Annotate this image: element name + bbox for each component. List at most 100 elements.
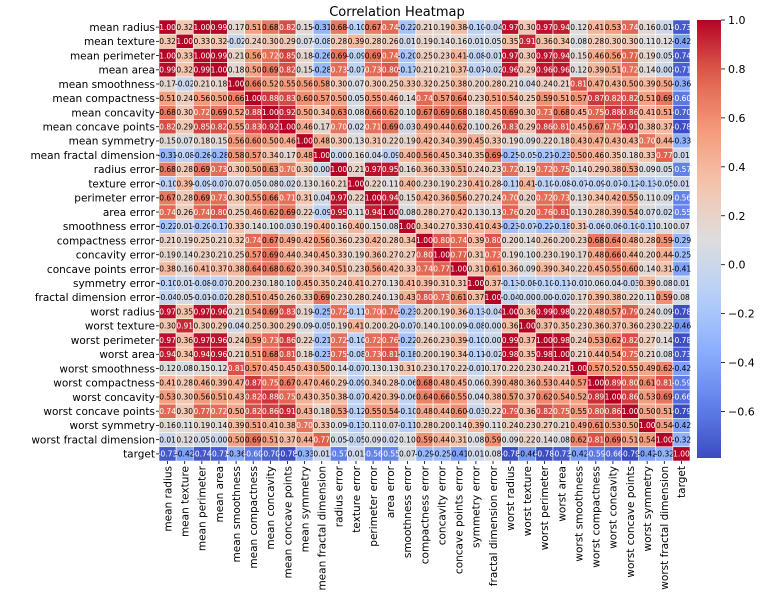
cell-value-label: 0.54 bbox=[605, 350, 622, 359]
cell-value-label: 0.05 bbox=[245, 179, 262, 188]
cell-value-label: -0.13 bbox=[346, 421, 366, 430]
cell-value-label: 0.50 bbox=[639, 407, 656, 416]
cell-value-label: 0.15 bbox=[296, 65, 313, 74]
cell-value-label: 0.24 bbox=[468, 165, 485, 174]
cell-value-label: 0.01 bbox=[468, 37, 485, 46]
cell-value-label: 0.19 bbox=[519, 165, 536, 174]
cell-value-label: 0.23 bbox=[330, 293, 347, 302]
cell-value-label: -0.05 bbox=[312, 322, 332, 331]
cell-value-label: 0.39 bbox=[468, 421, 485, 430]
cell-value-label: -0.02 bbox=[226, 37, 246, 46]
cell-value-label: 0.39 bbox=[605, 208, 622, 217]
cell-value-label: 0.04 bbox=[313, 194, 330, 203]
cell-value-label: 0.99 bbox=[211, 51, 228, 60]
cell-value-label: 0.43 bbox=[570, 137, 587, 146]
cell-value-label: 0.55 bbox=[605, 265, 622, 274]
cell-value-label: 0.44 bbox=[622, 250, 639, 259]
cell-value-label: 0.30 bbox=[365, 80, 382, 89]
x-tick-label: mean texture bbox=[179, 466, 191, 537]
cell-value-label: 0.82 bbox=[159, 122, 176, 131]
cell-value-label: 0.49 bbox=[639, 364, 656, 373]
cell-value-label: -0.26 bbox=[192, 151, 212, 160]
x-tick-label: mean radius bbox=[162, 466, 174, 532]
y-tick-label: mean texture bbox=[84, 36, 155, 48]
cell-value-label: 0.39 bbox=[587, 293, 604, 302]
cell-value-label: -0.18 bbox=[398, 350, 418, 359]
y-axis-labels: mean radius mean texture mean perimeter mea… bbox=[30, 22, 159, 461]
cell-value-label: 0.20 bbox=[382, 322, 399, 331]
cell-value-label: 0.55 bbox=[365, 94, 382, 103]
cell-value-label: 0.30 bbox=[228, 194, 245, 203]
cell-value-label: -0.32 bbox=[655, 450, 675, 459]
y-tick-label: texture error bbox=[88, 178, 155, 190]
x-tick-label: mean symmetry bbox=[299, 466, 311, 552]
cell-value-label: 0.77 bbox=[450, 250, 467, 259]
x-tick-label: worst area bbox=[556, 466, 568, 522]
cell-value-label: 0.54 bbox=[656, 421, 673, 430]
cell-value-label: -0.13 bbox=[637, 179, 657, 188]
y-tick-label: concavity error bbox=[76, 250, 156, 262]
cell-value-label: 0.94 bbox=[382, 194, 399, 203]
cell-value-label: 0.24 bbox=[245, 37, 262, 46]
cell-value-label: 0.69 bbox=[656, 94, 673, 103]
cell-value-label: 0.14 bbox=[245, 222, 262, 231]
cell-value-label: -0.10 bbox=[466, 23, 486, 32]
cell-value-label: -0.09 bbox=[346, 378, 366, 387]
y-tick-label: mean perimeter bbox=[70, 50, 156, 62]
cell-value-label: 0.08 bbox=[262, 179, 279, 188]
cell-value-label: 0.01 bbox=[468, 450, 485, 459]
cell-value-label: 0.05 bbox=[656, 165, 673, 174]
cell-value-label: -0.32 bbox=[672, 435, 692, 444]
cell-value-label: 0.98 bbox=[553, 307, 570, 316]
cell-value-label: 0.21 bbox=[570, 350, 587, 359]
cell-value-label: 0.97 bbox=[193, 336, 210, 345]
cell-value-label: 0.00 bbox=[313, 165, 330, 174]
cell-value-label: -0.08 bbox=[552, 179, 572, 188]
y-tick-label: smoothness error bbox=[63, 221, 156, 233]
cell-value-label: 0.55 bbox=[228, 122, 245, 131]
cell-value-label: 0.19 bbox=[433, 23, 450, 32]
cell-value-label: 0.96 bbox=[536, 65, 553, 74]
cell-value-label: 0.14 bbox=[330, 364, 347, 373]
cell-value-label: 0.70 bbox=[296, 421, 313, 430]
cell-value-label: 0.37 bbox=[605, 322, 622, 331]
cell-value-label: 0.55 bbox=[622, 194, 639, 203]
cell-value-label: 0.07 bbox=[296, 37, 313, 46]
cell-value-label: 1.00 bbox=[279, 122, 296, 131]
cell-value-label: 0.45 bbox=[313, 250, 330, 259]
cell-value-label: 0.82 bbox=[245, 393, 262, 402]
colorbar-tick-label: 0.6 bbox=[728, 112, 746, 125]
cell-value-label: 1.00 bbox=[296, 137, 313, 146]
cell-value-label: 0.47 bbox=[587, 137, 604, 146]
x-axis-labels: mean radius mean texture mean perimeter mea… bbox=[162, 461, 688, 591]
cell-value-label: -0.09 bbox=[312, 208, 332, 217]
cell-value-label: -0.13 bbox=[500, 279, 520, 288]
cell-value-label: -0.25 bbox=[432, 450, 452, 459]
cell-value-label: 1.00 bbox=[639, 421, 656, 430]
cell-value-label: 0.24 bbox=[330, 279, 347, 288]
cell-value-label: 0.07 bbox=[382, 421, 399, 430]
cell-value-label: 0.98 bbox=[502, 350, 519, 359]
cell-value-label: 0.57 bbox=[605, 307, 622, 316]
cell-value-label: 0.56 bbox=[450, 194, 467, 203]
cell-value-label: 0.71 bbox=[279, 194, 296, 203]
cell-value-label: 0.23 bbox=[536, 250, 553, 259]
cell-value-label: 0.48 bbox=[313, 137, 330, 146]
cell-value-label: 0.16 bbox=[176, 265, 193, 274]
cell-value-label: -0.09 bbox=[346, 51, 366, 60]
y-tick-label: worst concave points bbox=[43, 406, 155, 418]
cell-value-label: 0.29 bbox=[330, 378, 347, 387]
cell-value-label: -0.02 bbox=[175, 80, 195, 89]
y-tick-label: worst concavity bbox=[72, 392, 155, 404]
cell-value-label: 0.21 bbox=[211, 236, 228, 245]
cell-value-label: 0.32 bbox=[228, 236, 245, 245]
cell-value-label: 0.94 bbox=[159, 350, 176, 359]
cell-value-label: 0.36 bbox=[502, 322, 519, 331]
cell-value-label: 0.62 bbox=[570, 435, 587, 444]
y-tick-label: worst compactness bbox=[53, 378, 155, 390]
cell-value-label: 1.00 bbox=[622, 407, 639, 416]
cell-value-label: 0.24 bbox=[570, 336, 587, 345]
cell-value-label: 0.62 bbox=[450, 122, 467, 131]
cell-value-label: 0.20 bbox=[365, 322, 382, 331]
cell-value-label: -0.73 bbox=[158, 450, 178, 459]
